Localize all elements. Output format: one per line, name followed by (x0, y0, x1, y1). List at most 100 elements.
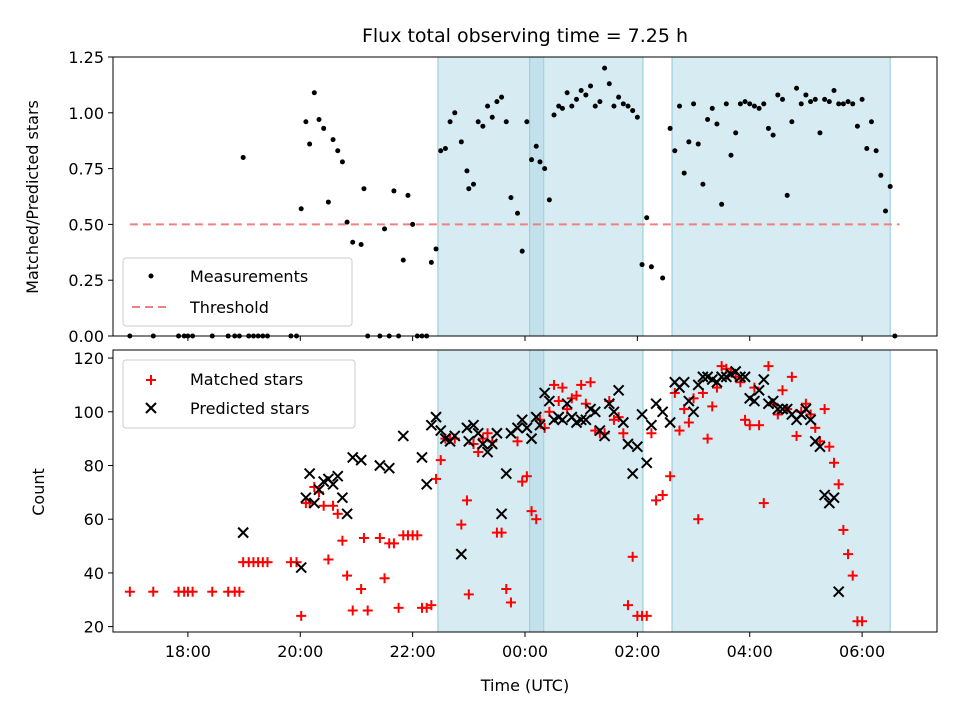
measurement-point-104 (719, 201, 725, 207)
xtick-label-5: 04:00 (727, 642, 773, 661)
matched-point-123 (800, 398, 811, 409)
measurement-point-27 (339, 159, 345, 165)
measurement-point-138 (878, 172, 884, 178)
predicted-point-29 (472, 427, 484, 439)
predicted-point-72 (678, 376, 690, 388)
observing-window-0 (437, 56, 545, 337)
matched-point-86 (623, 600, 633, 611)
matched-point-5 (187, 586, 198, 597)
matched-point-45 (431, 473, 442, 484)
matched-point-56 (482, 428, 493, 439)
predicted-point-62 (626, 467, 639, 480)
measurement-point-39 (405, 192, 411, 198)
predicted-point-73 (683, 395, 695, 407)
top-ytick-label-5: 1.25 (68, 48, 104, 67)
matched-point-98 (683, 417, 694, 428)
legend-measurements-label: Measurements (190, 267, 308, 286)
matched-point-95 (669, 387, 680, 398)
measurement-point-103 (714, 121, 720, 127)
bottom-observing-windows (437, 349, 891, 633)
measurement-point-81 (602, 65, 608, 71)
measurement-point-135 (864, 146, 870, 152)
measurement-point-128 (831, 87, 837, 93)
predicted-point-35 (500, 467, 512, 480)
measurement-point-69 (546, 197, 552, 203)
top-panel: 0.00 0.25 0.50 0.75 1.00 1.25 Matched/Predict… (23, 48, 938, 346)
matched-point-64 (521, 471, 532, 482)
top-ytick-label-0: 0.00 (68, 327, 104, 346)
matched-stars-points (124, 361, 868, 627)
predicted-point-4 (308, 497, 321, 509)
xtick-label-0: 18:00 (165, 642, 211, 661)
predicted-point-37 (511, 422, 524, 434)
measurement-point-82 (606, 81, 612, 87)
matched-point-78 (585, 377, 596, 388)
predicted-point-80 (715, 371, 728, 383)
measurement-point-45 (433, 246, 439, 252)
predicted-point-14 (374, 459, 386, 472)
predicted-point-16 (397, 430, 409, 442)
matched-point-36 (388, 538, 399, 549)
predicted-point-60 (617, 416, 630, 429)
matched-point-91 (646, 428, 657, 439)
predicted-point-1 (295, 561, 307, 574)
measurement-point-26 (335, 148, 341, 154)
measurement-point-24 (325, 199, 331, 205)
matched-point-135 (857, 616, 868, 627)
observing-window-0 (437, 349, 545, 633)
matched-point-18 (296, 610, 307, 621)
measurement-point-76 (578, 87, 584, 93)
measurement-point-132 (850, 101, 856, 107)
measurement-point-120 (794, 85, 800, 91)
predicted-point-39 (521, 422, 533, 434)
measurement-point-105 (723, 101, 729, 107)
measurement-point-107 (733, 130, 739, 136)
predicted-point-25 (455, 548, 468, 560)
predicted-point-89 (758, 373, 770, 386)
measurement-point-123 (808, 99, 814, 105)
xtick-label-2: 22:00 (390, 642, 436, 661)
measurement-point-136 (868, 119, 874, 125)
predicted-stars-points (237, 365, 845, 598)
matched-point-93 (657, 490, 668, 501)
measurement-point-19 (303, 119, 309, 125)
predicted-point-27 (463, 435, 475, 448)
predicted-point-63 (631, 440, 644, 453)
matched-point-31 (358, 533, 369, 543)
measurement-point-115 (770, 132, 776, 138)
measurement-point-96 (681, 170, 687, 176)
matched-point-72 (557, 382, 568, 393)
matched-point-25 (328, 500, 339, 511)
matched-point-9 (234, 586, 245, 597)
measurement-point-53 (471, 181, 476, 187)
chart-title: Flux total observing time = 7.25 h (362, 25, 688, 47)
predicted-point-66 (645, 419, 658, 431)
predicted-point-0 (237, 526, 249, 539)
matched-point-94 (665, 471, 676, 482)
measurement-point-10 (240, 154, 246, 160)
predicted-point-85 (739, 371, 751, 383)
top-ytick-label-1: 0.25 (68, 271, 104, 290)
legend-threshold-label: Threshold (189, 298, 269, 317)
measurement-point-116 (775, 92, 781, 98)
measurement-point-98 (691, 101, 697, 107)
matched-point-66 (531, 514, 542, 525)
top-legend: Measurements Threshold (122, 257, 353, 327)
measurement-point-79 (592, 103, 598, 109)
legend-matched-marker (146, 375, 156, 385)
predicted-point-47 (556, 414, 569, 426)
predicted-point-5 (313, 483, 325, 496)
measurement-point-99 (695, 141, 701, 147)
measurement-point-112 (756, 105, 762, 111)
measurement-point-131 (845, 99, 851, 105)
measurement-point-23 (321, 125, 327, 131)
matched-point-44 (426, 600, 437, 611)
bottom-axes-frame (112, 349, 938, 633)
measurement-point-72 (559, 105, 565, 111)
matched-point-0 (124, 586, 135, 597)
matched-point-109 (735, 377, 746, 388)
matched-point-55 (477, 433, 488, 444)
predicted-point-74 (687, 406, 700, 418)
matched-point-28 (342, 570, 353, 581)
predicted-point-3 (303, 467, 316, 480)
